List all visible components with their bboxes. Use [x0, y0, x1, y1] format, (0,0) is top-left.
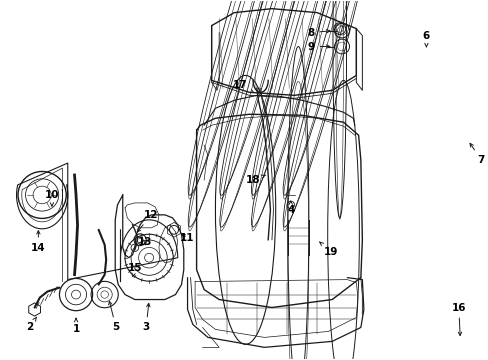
Text: 5: 5: [108, 301, 120, 332]
Text: 16: 16: [450, 302, 465, 336]
Text: 15: 15: [127, 263, 142, 276]
Text: 13: 13: [138, 237, 152, 247]
Text: 12: 12: [137, 210, 158, 232]
Text: 17: 17: [232, 80, 253, 93]
Text: 14: 14: [31, 231, 45, 253]
Text: 8: 8: [307, 28, 329, 37]
Text: 18: 18: [245, 175, 265, 185]
Text: 11: 11: [180, 233, 194, 243]
Text: 2: 2: [26, 317, 36, 332]
Text: 1: 1: [72, 318, 80, 334]
Text: 19: 19: [319, 242, 337, 257]
Text: 9: 9: [307, 41, 329, 51]
Text: 7: 7: [469, 143, 484, 165]
Text: 6: 6: [422, 31, 429, 47]
Text: 3: 3: [142, 303, 150, 332]
Text: 10: 10: [44, 190, 59, 206]
Text: 4: 4: [286, 201, 294, 215]
